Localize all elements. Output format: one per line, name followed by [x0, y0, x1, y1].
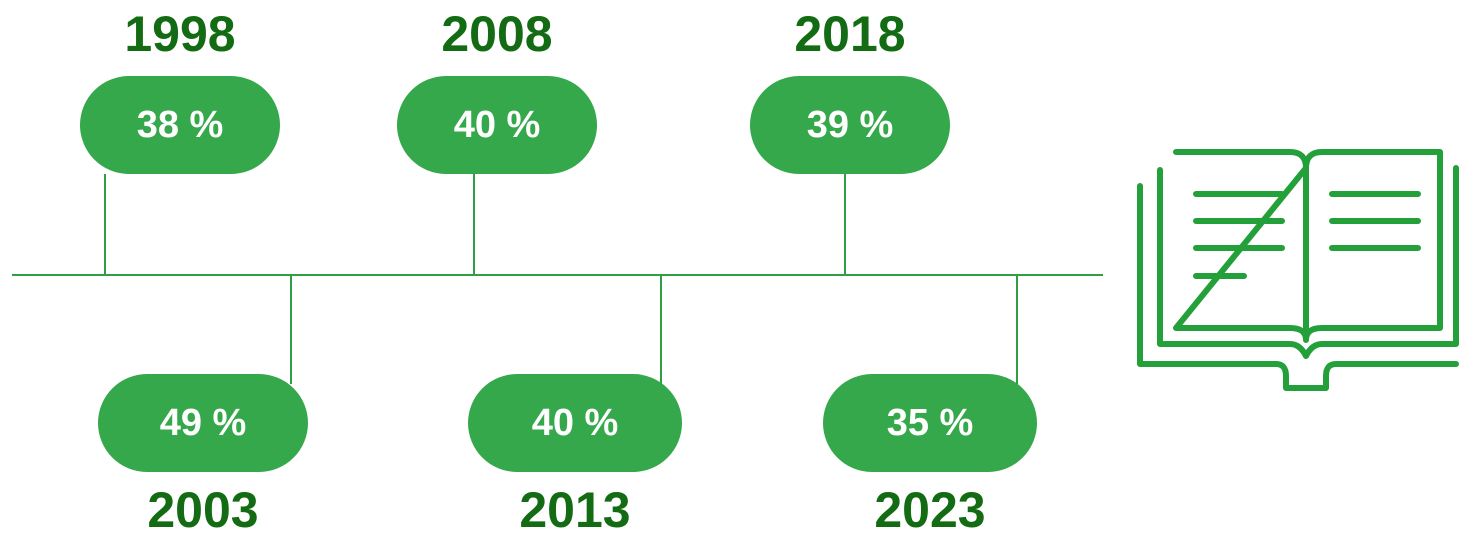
value-label: 40 %: [532, 402, 619, 444]
value-pill: [468, 374, 682, 472]
year-label: 1998: [124, 6, 235, 62]
value-pill: [98, 374, 308, 472]
value-label: 49 %: [160, 402, 247, 444]
year-label: 2008: [441, 6, 552, 62]
value-label: 35 %: [887, 402, 974, 444]
value-pill: [80, 76, 280, 174]
book-icon: [1137, 149, 1459, 391]
value-label: 40 %: [454, 104, 541, 146]
value-pill: [823, 374, 1037, 472]
value-pill: [397, 76, 597, 174]
value-label: 38 %: [137, 104, 224, 146]
year-label: 2018: [794, 6, 905, 62]
year-label: 2003: [147, 482, 258, 538]
value-pill: [750, 76, 950, 174]
year-label: 2013: [519, 482, 630, 538]
value-label: 39 %: [807, 104, 894, 146]
year-label: 2023: [874, 482, 985, 538]
